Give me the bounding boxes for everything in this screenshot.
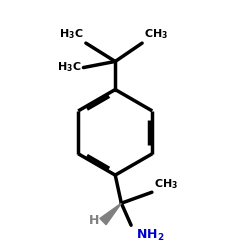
Text: $\mathbf{CH_3}$: $\mathbf{CH_3}$ [144, 27, 168, 41]
Text: H: H [89, 214, 100, 227]
Text: $\mathbf{H_3C}$: $\mathbf{H_3C}$ [57, 61, 82, 74]
Text: $\mathbf{NH_2}$: $\mathbf{NH_2}$ [136, 228, 164, 243]
Text: $\mathbf{H_3C}$: $\mathbf{H_3C}$ [60, 27, 84, 41]
Polygon shape [100, 203, 121, 225]
Text: $\mathbf{CH_3}$: $\mathbf{CH_3}$ [154, 177, 178, 191]
